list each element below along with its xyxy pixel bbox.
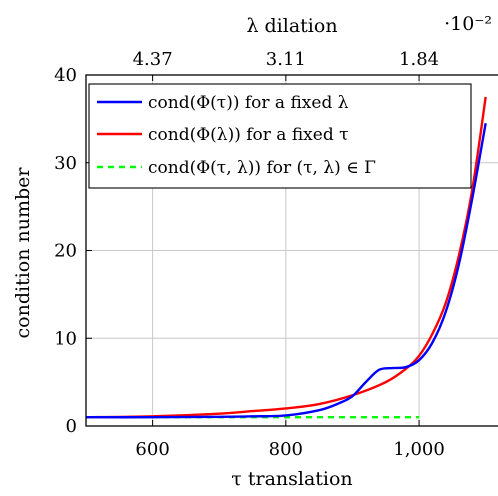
legend-box xyxy=(88,83,472,189)
series-layer xyxy=(85,96,487,419)
legend-label-series-1: cond(Φ(τ)) for a fixed λ xyxy=(148,93,349,113)
legend-label-series-2: cond(Φ(λ)) for a fixed τ xyxy=(148,125,349,145)
y-tick-label: 30 xyxy=(54,153,77,174)
top-tick-label: 3.11 xyxy=(266,49,306,70)
x-tick-label: 600 xyxy=(135,439,169,460)
top-axis-multiplier: ·10⁻² xyxy=(444,13,492,35)
series-line-1 xyxy=(85,123,487,419)
top-axis-title: λ dilation xyxy=(246,15,337,37)
y-tick-label: 10 xyxy=(54,328,77,349)
x-tick-label: 1,000 xyxy=(393,439,445,460)
x-tick-label: 800 xyxy=(269,439,303,460)
y-axis-title: condition number xyxy=(12,167,34,339)
legend: cond(Φ(τ)) for a fixed λ cond(Φ(λ)) for … xyxy=(88,83,472,189)
y-tick-label: 20 xyxy=(54,241,77,262)
series-line-2 xyxy=(85,96,487,419)
ticks: 600 800 1,000 0 10 20 30 40 4.37 3.11 1.84 xyxy=(54,49,445,460)
legend-label-series-3: cond(Φ(τ, λ)) for (τ, λ) ∈ Γ xyxy=(148,158,376,178)
top-tick-label: 4.37 xyxy=(133,49,173,70)
y-tick-label: 0 xyxy=(66,416,77,437)
top-tick-label: 1.84 xyxy=(399,49,439,70)
y-tick-label: 40 xyxy=(54,65,77,86)
x-axis-title: τ translation xyxy=(231,468,352,490)
